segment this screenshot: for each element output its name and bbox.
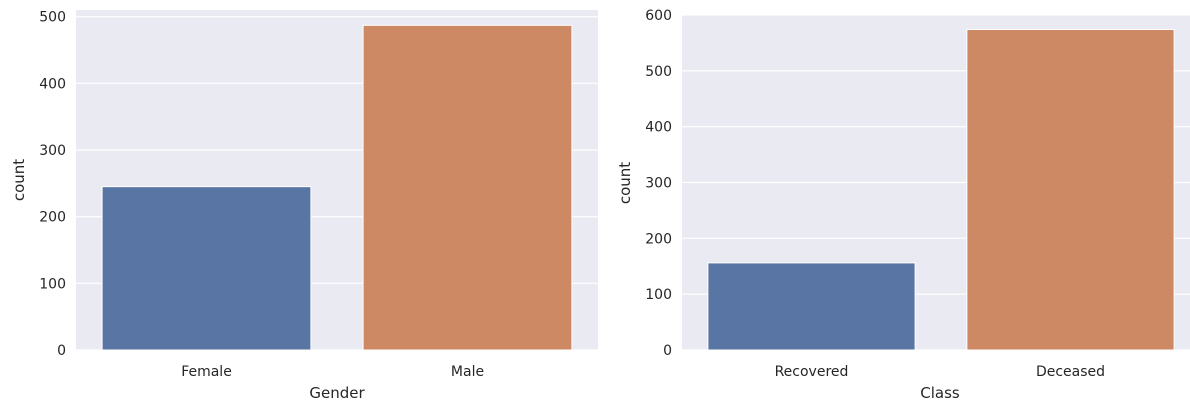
class-y-tick-label: 500 [645,64,672,80]
gender-y-tick-label: 500 [39,10,66,26]
gender-bars [101,24,573,351]
gender-y-tick-label: 200 [39,210,66,226]
gender-x-ticks: Female Male [181,364,484,380]
gender-bar-female [101,186,312,351]
gender-bar-male [362,24,573,351]
class-bar-recovered [707,262,916,351]
class-x-tick-label: Recovered [775,364,849,380]
gender-x-axis-label: Gender [309,384,365,402]
class-x-ticks: Recovered Deceased [775,364,1105,380]
class-bar-deceased [966,29,1175,351]
class-bars [707,29,1175,351]
gender-y-tick-label: 400 [39,76,66,92]
class-x-tick-label: Deceased [1036,364,1105,380]
gender-count-chart: 0 100 200 300 400 500 Female Male Gender count [10,10,598,402]
gender-y-axis-label: count [10,159,28,201]
gender-y-ticks: 0 100 200 300 400 500 [39,10,66,359]
class-y-tick-label: 100 [645,287,672,303]
class-x-axis-label: Class [920,384,960,402]
class-y-tick-label: 0 [663,343,672,359]
gender-y-tick-label: 0 [57,343,66,359]
class-y-tick-label: 300 [645,176,672,192]
class-y-tick-label: 400 [645,120,672,136]
class-count-chart: 0 100 200 300 400 500 600 Recovered Deceased Cl… [616,8,1190,402]
gender-y-tick-label: 300 [39,143,66,159]
class-y-tick-label: 600 [645,8,672,24]
gender-x-tick-label: Female [181,364,232,380]
gender-x-tick-label: Male [451,364,484,380]
class-y-tick-label: 200 [645,231,672,247]
class-y-ticks: 0 100 200 300 400 500 600 [645,8,672,359]
gender-y-tick-label: 100 [39,276,66,292]
class-y-axis-label: count [616,162,634,204]
